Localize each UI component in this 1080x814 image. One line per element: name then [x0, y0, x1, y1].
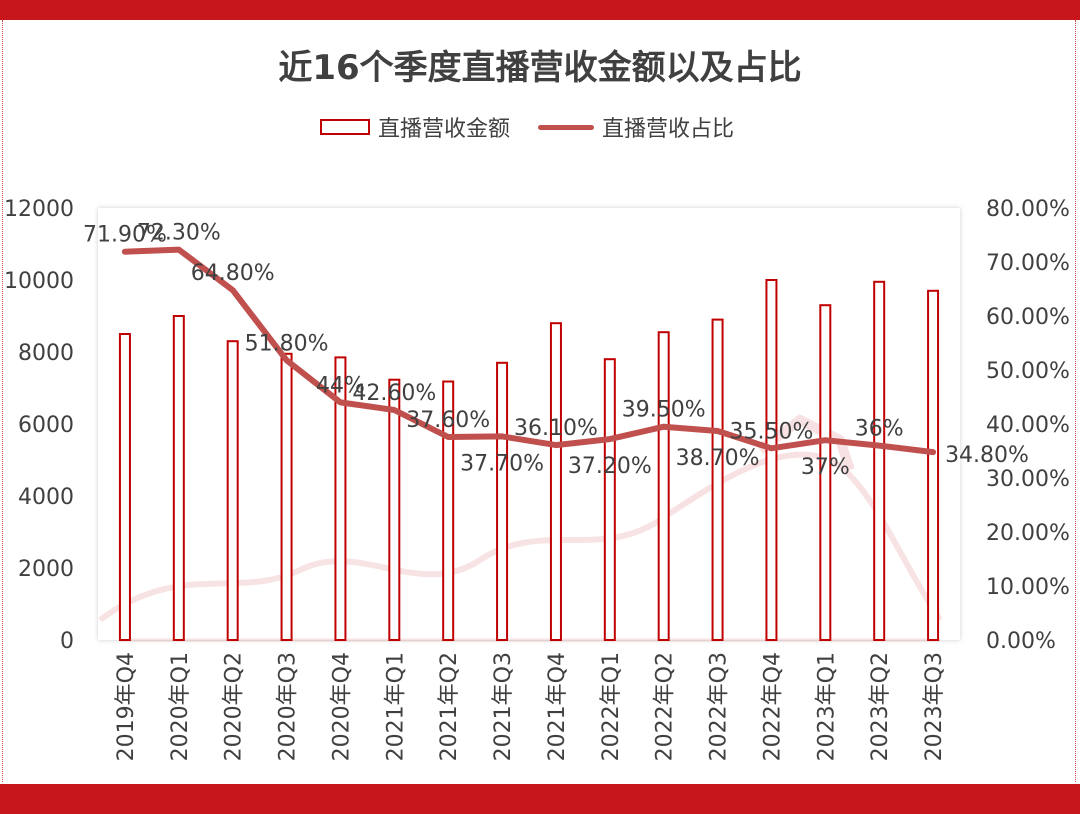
- x-tick-2022年Q3: 2022年Q3: [707, 652, 732, 761]
- bar-2020年Q3: [280, 352, 293, 641]
- x-tick-2020年Q1: 2020年Q1: [168, 652, 193, 761]
- bar-2022年Q4: [765, 279, 778, 641]
- bar-2020年Q1: [172, 315, 185, 641]
- plot-area: [98, 208, 960, 640]
- y-right-tick-20.00%: 20.00%: [986, 521, 1070, 546]
- x-tick-2020年Q4: 2020年Q4: [329, 652, 354, 761]
- y-right-tick-40.00%: 40.00%: [986, 413, 1070, 438]
- legend: 直播营收金额 直播营收占比: [320, 112, 734, 142]
- y-left-tick-0: 0: [60, 629, 74, 654]
- y-left-tick-2000: 2000: [18, 557, 74, 582]
- bar-2023年Q2: [873, 280, 886, 641]
- bar-2021年Q1: [388, 378, 401, 641]
- y-left-tick-4000: 4000: [18, 485, 74, 510]
- x-tick-2021年Q3: 2021年Q3: [491, 652, 516, 761]
- x-tick-2022年Q2: 2022年Q2: [653, 652, 678, 761]
- line-label-2022年Q2: 39.50%: [622, 398, 706, 423]
- bar-2022年Q3: [711, 318, 724, 641]
- x-tick-2021年Q2: 2021年Q2: [437, 652, 462, 761]
- line-series-ratio: [121, 246, 937, 456]
- bar-2020年Q2: [226, 340, 239, 641]
- legend-line-swatch: [538, 124, 595, 130]
- line-label-2022年Q3: 38.70%: [676, 446, 760, 471]
- bar-2021年Q3: [496, 361, 509, 641]
- bar-2023年Q3: [927, 289, 940, 641]
- line-label-2022年Q1: 37.20%: [568, 454, 652, 479]
- bar-2023年Q1: [819, 304, 832, 641]
- bar-2020年Q4: [334, 356, 347, 641]
- x-tick-2021年Q1: 2021年Q1: [383, 652, 408, 761]
- y-right-tick-10.00%: 10.00%: [986, 575, 1070, 600]
- top-band: [0, 0, 1080, 20]
- x-tick-2023年Q2: 2023年Q2: [868, 652, 893, 761]
- y-right-tick-80.00%: 80.00%: [986, 197, 1070, 222]
- legend-bar-label: 直播营收金额: [378, 117, 511, 142]
- bottom-band: [0, 784, 1080, 814]
- x-tick-2022年Q4: 2022年Q4: [760, 652, 785, 761]
- bar-2022年Q2: [657, 331, 670, 641]
- x-tick-2019年Q4: 2019年Q4: [114, 652, 139, 761]
- y-right-tick-0.00%: 0.00%: [986, 629, 1056, 654]
- y-right-tick-70.00%: 70.00%: [986, 251, 1070, 276]
- bar-2021年Q2: [442, 380, 455, 641]
- chart-title: 近16个季度直播营收金额以及占比: [278, 48, 802, 88]
- y-right-tick-50.00%: 50.00%: [986, 359, 1070, 384]
- x-tick-2023年Q1: 2023年Q1: [814, 652, 839, 761]
- line-label-2023年Q1: 37%: [801, 455, 850, 480]
- line-label-2020年Q2: 64.80%: [191, 261, 275, 286]
- x-tick-2020年Q2: 2020年Q2: [222, 652, 247, 761]
- y-right-tick-60.00%: 60.00%: [986, 305, 1070, 330]
- line-label-2020年Q4: 44%: [316, 373, 365, 398]
- x-tick-2022年Q1: 2022年Q1: [599, 652, 624, 761]
- line-label-2019年Q4: 71.90%: [83, 223, 167, 248]
- line-label-2020年Q3: 51.80%: [245, 331, 329, 356]
- y-right-tick-30.00%: 30.00%: [986, 467, 1070, 492]
- chart-frame: [2, 20, 1076, 782]
- line-label-2021年Q2: 37.60%: [406, 408, 490, 433]
- bar-2021年Q4: [549, 322, 562, 641]
- y-left-tick-6000: 6000: [18, 413, 74, 438]
- x-tick-2023年Q3: 2023年Q3: [922, 652, 947, 761]
- legend-line-label: 直播营收占比: [602, 117, 735, 142]
- line-label-2021年Q4: 36.10%: [514, 416, 598, 441]
- bar-2019年Q4: [118, 333, 131, 641]
- line-label-2023年Q2: 36%: [855, 417, 904, 442]
- y-left-tick-12000: 12000: [4, 197, 74, 222]
- bar-2022年Q1: [603, 358, 616, 641]
- y-left-tick-8000: 8000: [18, 341, 74, 366]
- line-label-2021年Q3: 37.70%: [460, 451, 544, 476]
- line-label-2023年Q3: 34.80%: [945, 443, 1029, 468]
- x-tick-2021年Q4: 2021年Q4: [545, 652, 570, 761]
- line-label-2020年Q1: 72.30%: [137, 221, 221, 246]
- line-label-2021年Q1: 42.60%: [352, 381, 436, 406]
- x-tick-2020年Q3: 2020年Q3: [276, 652, 301, 761]
- y-left-tick-10000: 10000: [4, 269, 74, 294]
- line-label-2022年Q4: 35.50%: [729, 419, 813, 444]
- legend-bar-swatch: [320, 119, 370, 135]
